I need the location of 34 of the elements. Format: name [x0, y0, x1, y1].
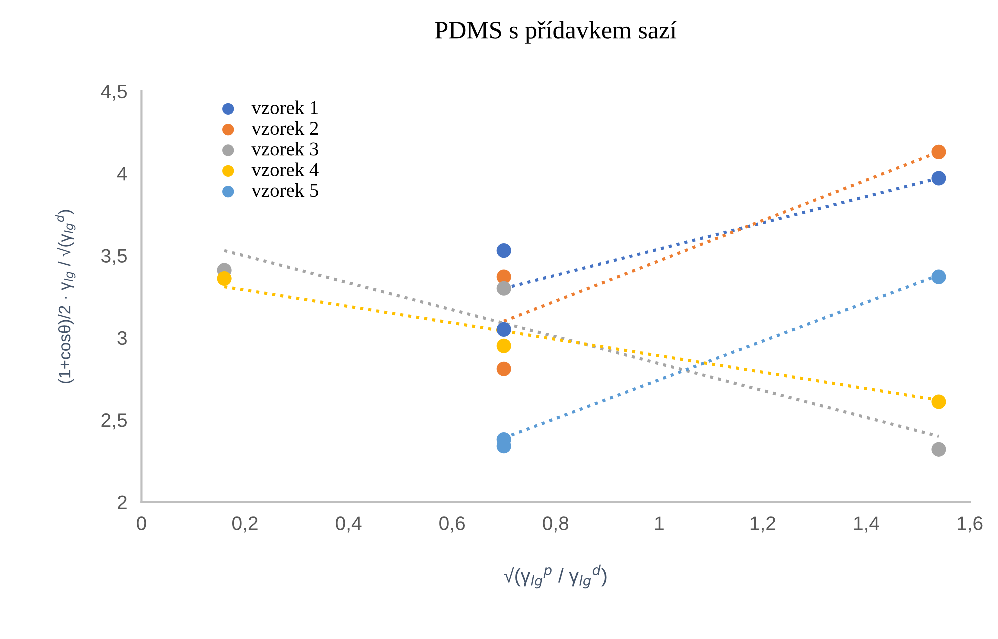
point	[932, 144, 946, 160]
x-tick-label: 0	[137, 516, 146, 530]
point	[496, 244, 512, 258]
x-axis-title: √(γ$_{lg}$$^{p}$ / γ$_{lg}$$^{d}$)	[504, 564, 607, 589]
legend-label: vzorek 4	[252, 162, 319, 176]
x-tick-label: 0,8	[543, 516, 569, 533]
x-tick-label: 1,6	[958, 516, 983, 533]
x-tick-label: 1,2	[750, 516, 776, 533]
point	[217, 271, 232, 286]
x-tick-label: 1,4	[854, 516, 880, 533]
point	[932, 442, 946, 457]
point	[932, 270, 946, 284]
y-tick-label: 2	[118, 496, 127, 510]
legend-label: vzorek 5	[252, 183, 318, 198]
point	[496, 281, 512, 296]
y-tick-label: 3,5	[102, 249, 128, 266]
y-axis-title: (1+cosθ)/2 · γ$_{lg}$ / √(γ$_{lg}$$^{d}$)	[55, 210, 76, 384]
point	[496, 362, 512, 376]
x-tick-label: 0,6	[440, 516, 466, 533]
chart-title: PDMS s přídavkem sazí	[435, 21, 677, 44]
legend-label: vzorek 3	[252, 142, 318, 156]
y-tick-label: 2,5	[102, 414, 128, 430]
x-tick-label: 0,2	[232, 516, 258, 533]
point	[932, 394, 946, 410]
point	[496, 338, 512, 354]
point	[496, 322, 512, 337]
point	[932, 171, 946, 186]
legend-label: vzorek 2	[252, 121, 318, 136]
x-tick-label: 0,4	[336, 516, 362, 533]
y-tick-label: 4,5	[101, 85, 128, 101]
y-tick-label: 3	[118, 331, 127, 346]
y-tick-label: 4	[117, 167, 128, 181]
x-tick-label: 1	[656, 516, 664, 530]
legend-label: vzorek 1	[252, 100, 318, 114]
